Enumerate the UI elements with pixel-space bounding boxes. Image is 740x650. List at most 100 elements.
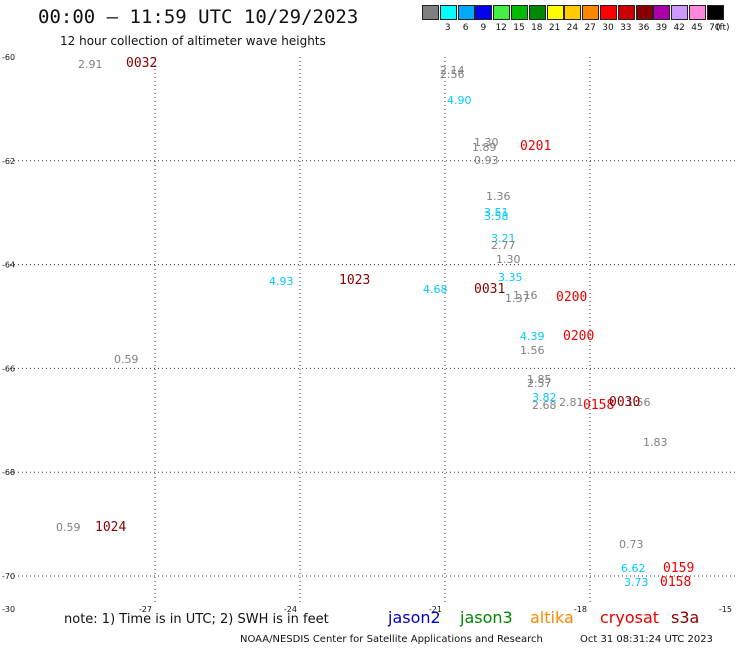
- legend-swatch: [635, 5, 653, 20]
- wave-height-label: 3.51: [484, 206, 509, 219]
- page-subtitle: 12 hour collection of altimeter wave hei…: [60, 34, 326, 48]
- wave-height-label: 2.56: [440, 68, 465, 81]
- latitude-tick-label: -64: [2, 261, 15, 270]
- legend-swatch: [653, 5, 671, 20]
- legend-swatch: [617, 5, 635, 20]
- wave-height-label: 2.68: [532, 399, 557, 412]
- graticule: [10, 57, 735, 602]
- pass-time-label: 0200: [556, 290, 588, 305]
- legend-swatch: [493, 5, 511, 20]
- satellite-name-altika: altika: [530, 608, 574, 627]
- legend-swatch-label: 21: [548, 23, 561, 33]
- legend-swatch-label: 18: [531, 23, 543, 33]
- wave-height-label: 4.93: [269, 275, 294, 288]
- legend-unit: (ft): [716, 23, 730, 33]
- pass-time-label: 0201: [520, 139, 552, 154]
- wave-height-label: 1.56: [520, 344, 545, 357]
- latitude-tick-label: -68: [2, 468, 15, 477]
- wave-height-label: 1.85: [527, 373, 552, 386]
- longitude-tick-label: -27: [139, 605, 152, 614]
- pass-time-label: 0200: [563, 329, 595, 344]
- satellite-name-s3a: s3a: [671, 608, 700, 627]
- longitude-tick-label: -21: [429, 605, 442, 614]
- wave-height-label: 6.62: [621, 562, 646, 575]
- wave-height-label: 0.93: [474, 154, 499, 167]
- legend-swatch-label: 36: [637, 23, 650, 33]
- wave-height-label: 3.58: [484, 210, 509, 223]
- legend-swatch-label: 27: [584, 23, 596, 33]
- wave-height-label: 4.90: [447, 94, 472, 107]
- page-title: 00:00 – 11:59 UTC 10/29/2023: [38, 6, 359, 28]
- wave-height-label: 1.36: [486, 190, 511, 203]
- legend-swatch-label: 70: [709, 23, 721, 33]
- wave-height-label: 3.82: [532, 391, 557, 404]
- legend-swatch: [528, 5, 546, 20]
- wave-height-label: 1.37: [505, 292, 530, 305]
- legend-swatch-label: 6: [462, 23, 469, 33]
- legend-swatch-label: 24: [566, 23, 579, 33]
- legend-swatch: [457, 5, 475, 20]
- wave-height-label: 0.59: [56, 521, 81, 534]
- wave-height-label: 2.57: [527, 377, 552, 390]
- legend-swatch-label: 12: [495, 23, 507, 33]
- satellite-name-cryosat: cryosat: [600, 608, 660, 627]
- legend-swatch: [582, 5, 600, 20]
- credit-line: NOAA/NESDIS Center for Satellite Applica…: [240, 634, 543, 645]
- legend-swatch-label: 3: [444, 23, 451, 33]
- legend-swatch: [475, 5, 493, 20]
- wave-height-label: 2.77: [491, 239, 516, 252]
- longitude-tick-label: -15: [719, 605, 732, 614]
- legend-swatch: [439, 5, 457, 20]
- legend-swatch: [511, 5, 528, 20]
- wave-height-label: 3.73: [624, 576, 649, 589]
- wave-height-label: 2.14: [440, 64, 465, 77]
- legend-swatch: [546, 5, 564, 20]
- generation-timestamp: Oct 31 08:31:24 UTC 2023: [580, 634, 713, 645]
- longitude-tick-label: -18: [574, 605, 587, 614]
- footer-note: note: 1) Time is in UTC; 2) SWH is in fe…: [64, 612, 329, 627]
- pass-time-label: 0032: [126, 56, 158, 71]
- wave-height-label: 1.56: [626, 396, 651, 409]
- wave-height-label: 1.89: [472, 141, 497, 154]
- latitude-tick-label: -60: [2, 53, 15, 62]
- pass-time-label: 0159: [663, 561, 695, 576]
- axis-tick-labels: -30 -27 -24 -21 -18 -15 -60 -62 -64 -66 -68 -70: [2, 53, 732, 614]
- wave-height-label: 0.73: [619, 538, 644, 551]
- legend-swatch: [564, 5, 582, 20]
- wave-height-label: 1.30: [496, 253, 521, 266]
- wave-height-label: 3.21: [491, 232, 516, 245]
- legend-swatch: [600, 5, 617, 20]
- satellite-name-jason2: jason2: [388, 608, 441, 627]
- legend-swatch: [422, 5, 439, 20]
- legend-swatch: [671, 5, 689, 20]
- wave-height-label: 4.39: [520, 330, 545, 343]
- wave-height-label: 2.81: [559, 396, 584, 409]
- pass-time-label: 1023: [339, 273, 371, 288]
- pass-time-label: 0030: [609, 395, 641, 410]
- longitude-tick-label: -24: [284, 605, 297, 614]
- wave-height-label: 1.83: [643, 436, 668, 449]
- pass-time-label: 0158: [660, 575, 692, 590]
- wave-height-label: 3.35: [498, 271, 523, 284]
- legend-swatch-label: 42: [673, 23, 685, 33]
- latitude-tick-label: -70: [2, 572, 15, 581]
- wave-height-label: 4.68: [423, 283, 448, 296]
- legend-swatch-label: 45: [691, 23, 703, 33]
- wave-height-label: 1.16: [513, 289, 538, 302]
- legend-swatch: [689, 5, 706, 20]
- wave-height-label: 2.91: [78, 58, 103, 71]
- wave-height-label: 1.30: [474, 136, 499, 149]
- longitude-tick-label: -30: [2, 605, 15, 614]
- legend-swatch-label: 15: [513, 23, 525, 33]
- latitude-tick-label: -66: [2, 364, 15, 373]
- legend-swatch: [706, 5, 724, 20]
- pass-time-label: 0031: [474, 282, 506, 297]
- wave-height-label: 0.59: [114, 353, 139, 366]
- legend-swatch-label: 9: [480, 23, 487, 33]
- map-background: [10, 57, 735, 602]
- latitude-tick-label: -62: [2, 157, 15, 166]
- legend-swatch-label: 30: [602, 23, 614, 33]
- pass-time-label: 1024: [95, 520, 127, 535]
- legend-swatch-label: 39: [655, 23, 668, 33]
